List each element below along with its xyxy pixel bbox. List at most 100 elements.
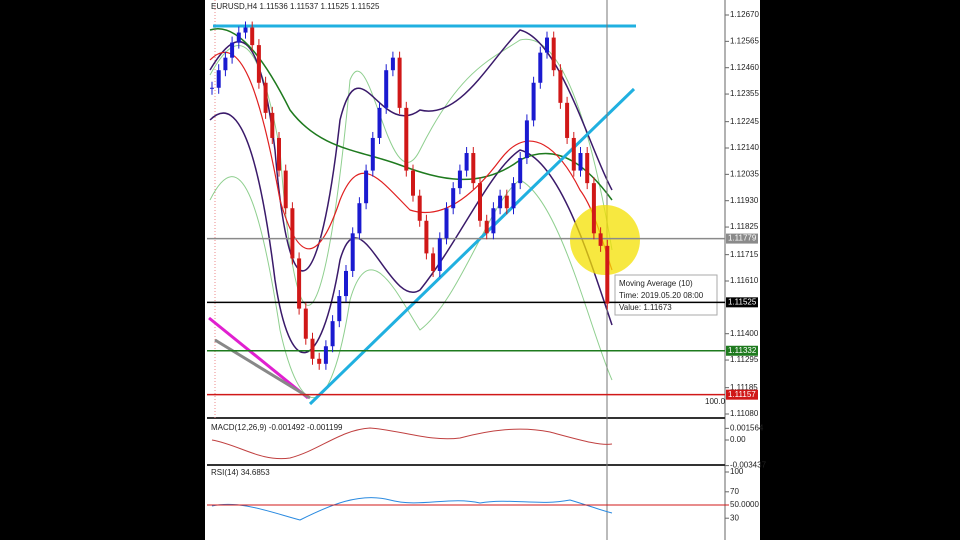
- chart-area: [205, 0, 760, 540]
- level-label: 1.11525: [728, 297, 757, 306]
- candle: [357, 203, 362, 234]
- candle: [451, 188, 456, 209]
- candle: [417, 195, 422, 221]
- candle: [270, 112, 275, 138]
- candle: [337, 296, 342, 322]
- candle: [424, 220, 429, 254]
- y-tick-label: 1.11080: [730, 409, 759, 418]
- moving-average-fast: [209, 51, 613, 271]
- candle: [370, 137, 375, 171]
- candle: [437, 238, 442, 271]
- candle: [364, 170, 369, 204]
- level-label: 1.11779: [728, 234, 757, 243]
- rsi-tick-label: 50.0000: [730, 500, 759, 509]
- candle: [390, 57, 395, 71]
- level-box: [726, 345, 758, 356]
- trendline: [208, 316, 309, 400]
- candle: [558, 70, 563, 103]
- candle: [297, 258, 302, 309]
- candle: [478, 183, 482, 221]
- candle: [344, 270, 348, 297]
- candle: [310, 338, 315, 359]
- level-label: 1.11157: [728, 390, 756, 399]
- level-box: [726, 389, 758, 400]
- macd-tick-label: 0.00: [730, 435, 746, 444]
- candle: [230, 42, 235, 58]
- macd-signal: [211, 427, 613, 460]
- candle: [236, 32, 241, 43]
- y-tick-label: 1.11400: [730, 329, 759, 338]
- candle: [330, 321, 335, 347]
- y-tick-label: 1.12140: [730, 143, 759, 152]
- y-tick-label: 1.11930: [730, 196, 759, 205]
- candle: [323, 346, 328, 364]
- candle: [471, 153, 476, 184]
- y-tick-label: 1.11610: [730, 276, 759, 285]
- candle: [504, 195, 509, 209]
- trendline: [214, 338, 311, 400]
- candle: [216, 70, 221, 88]
- y-tick-label: 1.11185: [730, 383, 758, 392]
- rsi-label: RSI(14) 34.6853: [211, 468, 270, 477]
- level-box: [726, 297, 758, 308]
- cursor-highlight: [570, 205, 640, 275]
- candle: [578, 153, 583, 171]
- candle: [397, 57, 402, 108]
- candle: [538, 52, 543, 83]
- candle: [591, 183, 596, 234]
- candle: [464, 153, 469, 171]
- y-tick-label: 1.12460: [730, 63, 759, 72]
- candle: [498, 195, 503, 209]
- candle: [531, 82, 536, 121]
- rsi-tick-label: 100: [730, 467, 744, 476]
- candle: [263, 82, 268, 113]
- level-note: 100.0: [705, 397, 726, 406]
- candle: [511, 183, 516, 209]
- bollinger-band: [209, 176, 613, 398]
- tooltip-title: Moving Average (10): [619, 279, 693, 288]
- candle: [384, 70, 389, 108]
- macd-tick-label: -0.003437: [730, 461, 767, 470]
- level-label: 1.11332: [728, 346, 757, 355]
- candle: [404, 107, 409, 171]
- candle: [277, 137, 281, 171]
- chart-header: EURUSD,H4 1.11536 1.11537 1.11525 1.1152…: [211, 2, 380, 11]
- candle: [444, 208, 449, 239]
- y-tick-label: 1.12245: [730, 117, 759, 126]
- candle: [210, 87, 214, 89]
- rsi-line: [211, 497, 613, 521]
- candle: [250, 27, 255, 46]
- y-tick-label: 1.12355: [730, 89, 759, 98]
- candle: [518, 158, 523, 184]
- tooltip: [614, 274, 718, 316]
- candle: [411, 170, 415, 196]
- candle: [565, 102, 570, 138]
- candle: [350, 233, 355, 271]
- candle: [303, 308, 308, 339]
- candle: [605, 245, 610, 304]
- y-tick-label: 1.12670: [730, 10, 759, 19]
- candle: [598, 233, 603, 246]
- candle: [571, 137, 576, 171]
- rsi-tick-label: 70: [730, 487, 739, 496]
- candle: [243, 27, 248, 33]
- candle: [551, 37, 556, 71]
- y-tick-label: 1.11715: [730, 250, 759, 259]
- candle: [431, 253, 436, 271]
- tooltip-time: Time: 2019.05.20 08:00: [619, 291, 704, 300]
- y-tick-label: 1.12565: [730, 36, 759, 45]
- y-tick-label: 1.12035: [730, 169, 759, 178]
- candle: [545, 37, 549, 53]
- candle: [491, 208, 496, 234]
- candle: [223, 57, 228, 71]
- candle: [457, 170, 462, 189]
- y-tick-label: 1.11825: [730, 222, 759, 231]
- macd-label: MACD(12,26,9) -0.001492 -0.001199: [211, 423, 343, 432]
- candle: [377, 107, 382, 138]
- y-tick-label: 1.11295: [730, 355, 759, 364]
- candle: [283, 170, 288, 209]
- candle: [524, 120, 529, 159]
- candle: [585, 153, 590, 184]
